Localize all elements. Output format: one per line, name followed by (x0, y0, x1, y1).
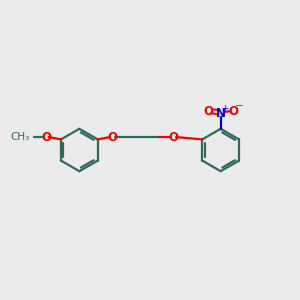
Text: O: O (41, 130, 51, 143)
Text: O: O (203, 105, 213, 118)
Text: O: O (228, 105, 238, 118)
Text: N: N (216, 107, 226, 120)
Text: CH₃: CH₃ (11, 132, 30, 142)
Text: +: + (221, 104, 229, 113)
Text: O: O (168, 130, 178, 143)
Text: O: O (107, 130, 117, 143)
Text: −: − (235, 101, 243, 111)
